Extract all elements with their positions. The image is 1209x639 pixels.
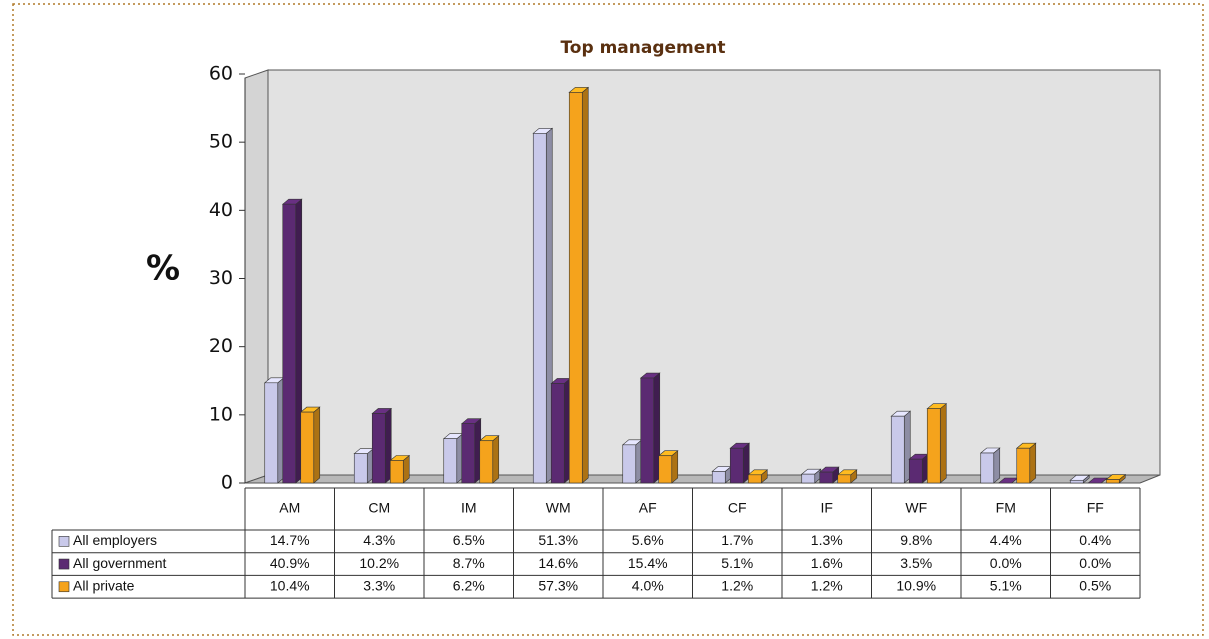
x-tick-label: IF xyxy=(821,500,833,516)
y-tick-label: 40 xyxy=(209,199,233,221)
bar xyxy=(908,458,923,484)
bar xyxy=(658,455,673,484)
value-label: 0.4% xyxy=(1079,532,1111,548)
bar xyxy=(980,452,995,484)
bar xyxy=(461,423,476,484)
y-tick-label: 0 xyxy=(221,472,233,494)
bar xyxy=(1016,447,1031,484)
value-label: 40.9% xyxy=(270,555,310,571)
bar xyxy=(264,382,279,484)
bar xyxy=(300,411,315,484)
x-tick-label: AF xyxy=(639,500,657,516)
bar xyxy=(282,203,297,484)
bar xyxy=(550,383,565,484)
value-label: 14.7% xyxy=(270,532,310,548)
value-label: 8.7% xyxy=(453,555,485,571)
value-label: 0.0% xyxy=(1079,555,1111,571)
bar xyxy=(747,474,762,484)
x-tick-label: WF xyxy=(905,500,927,516)
legend-label: All private xyxy=(73,577,135,593)
bar xyxy=(479,440,494,484)
legend-label: All employers xyxy=(73,532,157,548)
value-label: 0.5% xyxy=(1079,577,1111,593)
bar xyxy=(532,133,547,484)
bar xyxy=(353,453,368,484)
x-tick-label: FF xyxy=(1087,500,1104,516)
bar-side xyxy=(671,450,679,484)
bar xyxy=(890,415,905,484)
value-label: 1.3% xyxy=(811,532,843,548)
value-label: 5.1% xyxy=(721,555,753,571)
value-label: 57.3% xyxy=(538,577,578,593)
value-label: 10.2% xyxy=(359,555,399,571)
value-label: 1.2% xyxy=(721,577,753,593)
bar xyxy=(622,444,637,484)
frame xyxy=(12,3,1204,636)
value-label: 4.4% xyxy=(990,532,1022,548)
bar xyxy=(640,377,655,484)
value-label: 1.2% xyxy=(811,577,843,593)
x-tick-label: CM xyxy=(368,500,390,516)
bar xyxy=(443,438,458,484)
legend-label: All government xyxy=(73,555,166,571)
bar xyxy=(819,471,834,484)
bar xyxy=(371,413,386,484)
bar xyxy=(837,474,852,484)
bar xyxy=(926,408,941,484)
y-tick-label: 30 xyxy=(209,267,233,289)
x-tick-label: FM xyxy=(996,500,1016,516)
value-label: 4.0% xyxy=(632,577,664,593)
bar-top xyxy=(1087,477,1109,484)
legend-swatch xyxy=(58,581,70,593)
value-label: 4.3% xyxy=(363,532,395,548)
bar-side xyxy=(581,86,589,484)
back-wall xyxy=(267,69,1161,476)
y-tick-label: 10 xyxy=(209,403,233,425)
value-label: 0.0% xyxy=(990,555,1022,571)
bar-side xyxy=(1029,442,1037,484)
x-tick-label: IM xyxy=(461,500,477,516)
legend-swatch xyxy=(58,558,70,570)
bar xyxy=(801,473,816,484)
value-label: 10.4% xyxy=(270,577,310,593)
bar xyxy=(729,447,744,484)
y-tick-label: 20 xyxy=(209,335,233,357)
bar xyxy=(389,460,404,484)
bar xyxy=(711,471,726,484)
value-label: 1.7% xyxy=(721,532,753,548)
value-label: 9.8% xyxy=(900,532,932,548)
x-tick-label: AM xyxy=(279,500,300,516)
x-tick-label: WM xyxy=(546,500,571,516)
value-label: 51.3% xyxy=(538,532,578,548)
value-label: 14.6% xyxy=(538,555,578,571)
value-label: 15.4% xyxy=(628,555,668,571)
bar-side xyxy=(993,447,1001,484)
bar-side xyxy=(492,435,500,484)
value-label: 6.2% xyxy=(453,577,485,593)
legend-swatch xyxy=(58,536,70,547)
bar xyxy=(1069,479,1084,484)
bar-side xyxy=(313,406,321,484)
y-tick-label: 60 xyxy=(209,63,233,85)
value-label: 3.3% xyxy=(363,577,395,593)
x-tick-label: CF xyxy=(728,500,747,516)
bar xyxy=(1105,479,1120,484)
bar-side xyxy=(939,403,947,484)
value-label: 5.1% xyxy=(990,577,1022,593)
value-label: 6.5% xyxy=(453,532,485,548)
chart-title: Top management xyxy=(560,38,725,58)
value-label: 5.6% xyxy=(632,532,664,548)
bar xyxy=(568,92,583,484)
y-tick-label: 50 xyxy=(209,131,233,153)
y-axis-label: % xyxy=(146,249,180,289)
value-label: 10.9% xyxy=(896,577,936,593)
value-label: 3.5% xyxy=(900,555,932,571)
value-label: 1.6% xyxy=(811,555,843,571)
